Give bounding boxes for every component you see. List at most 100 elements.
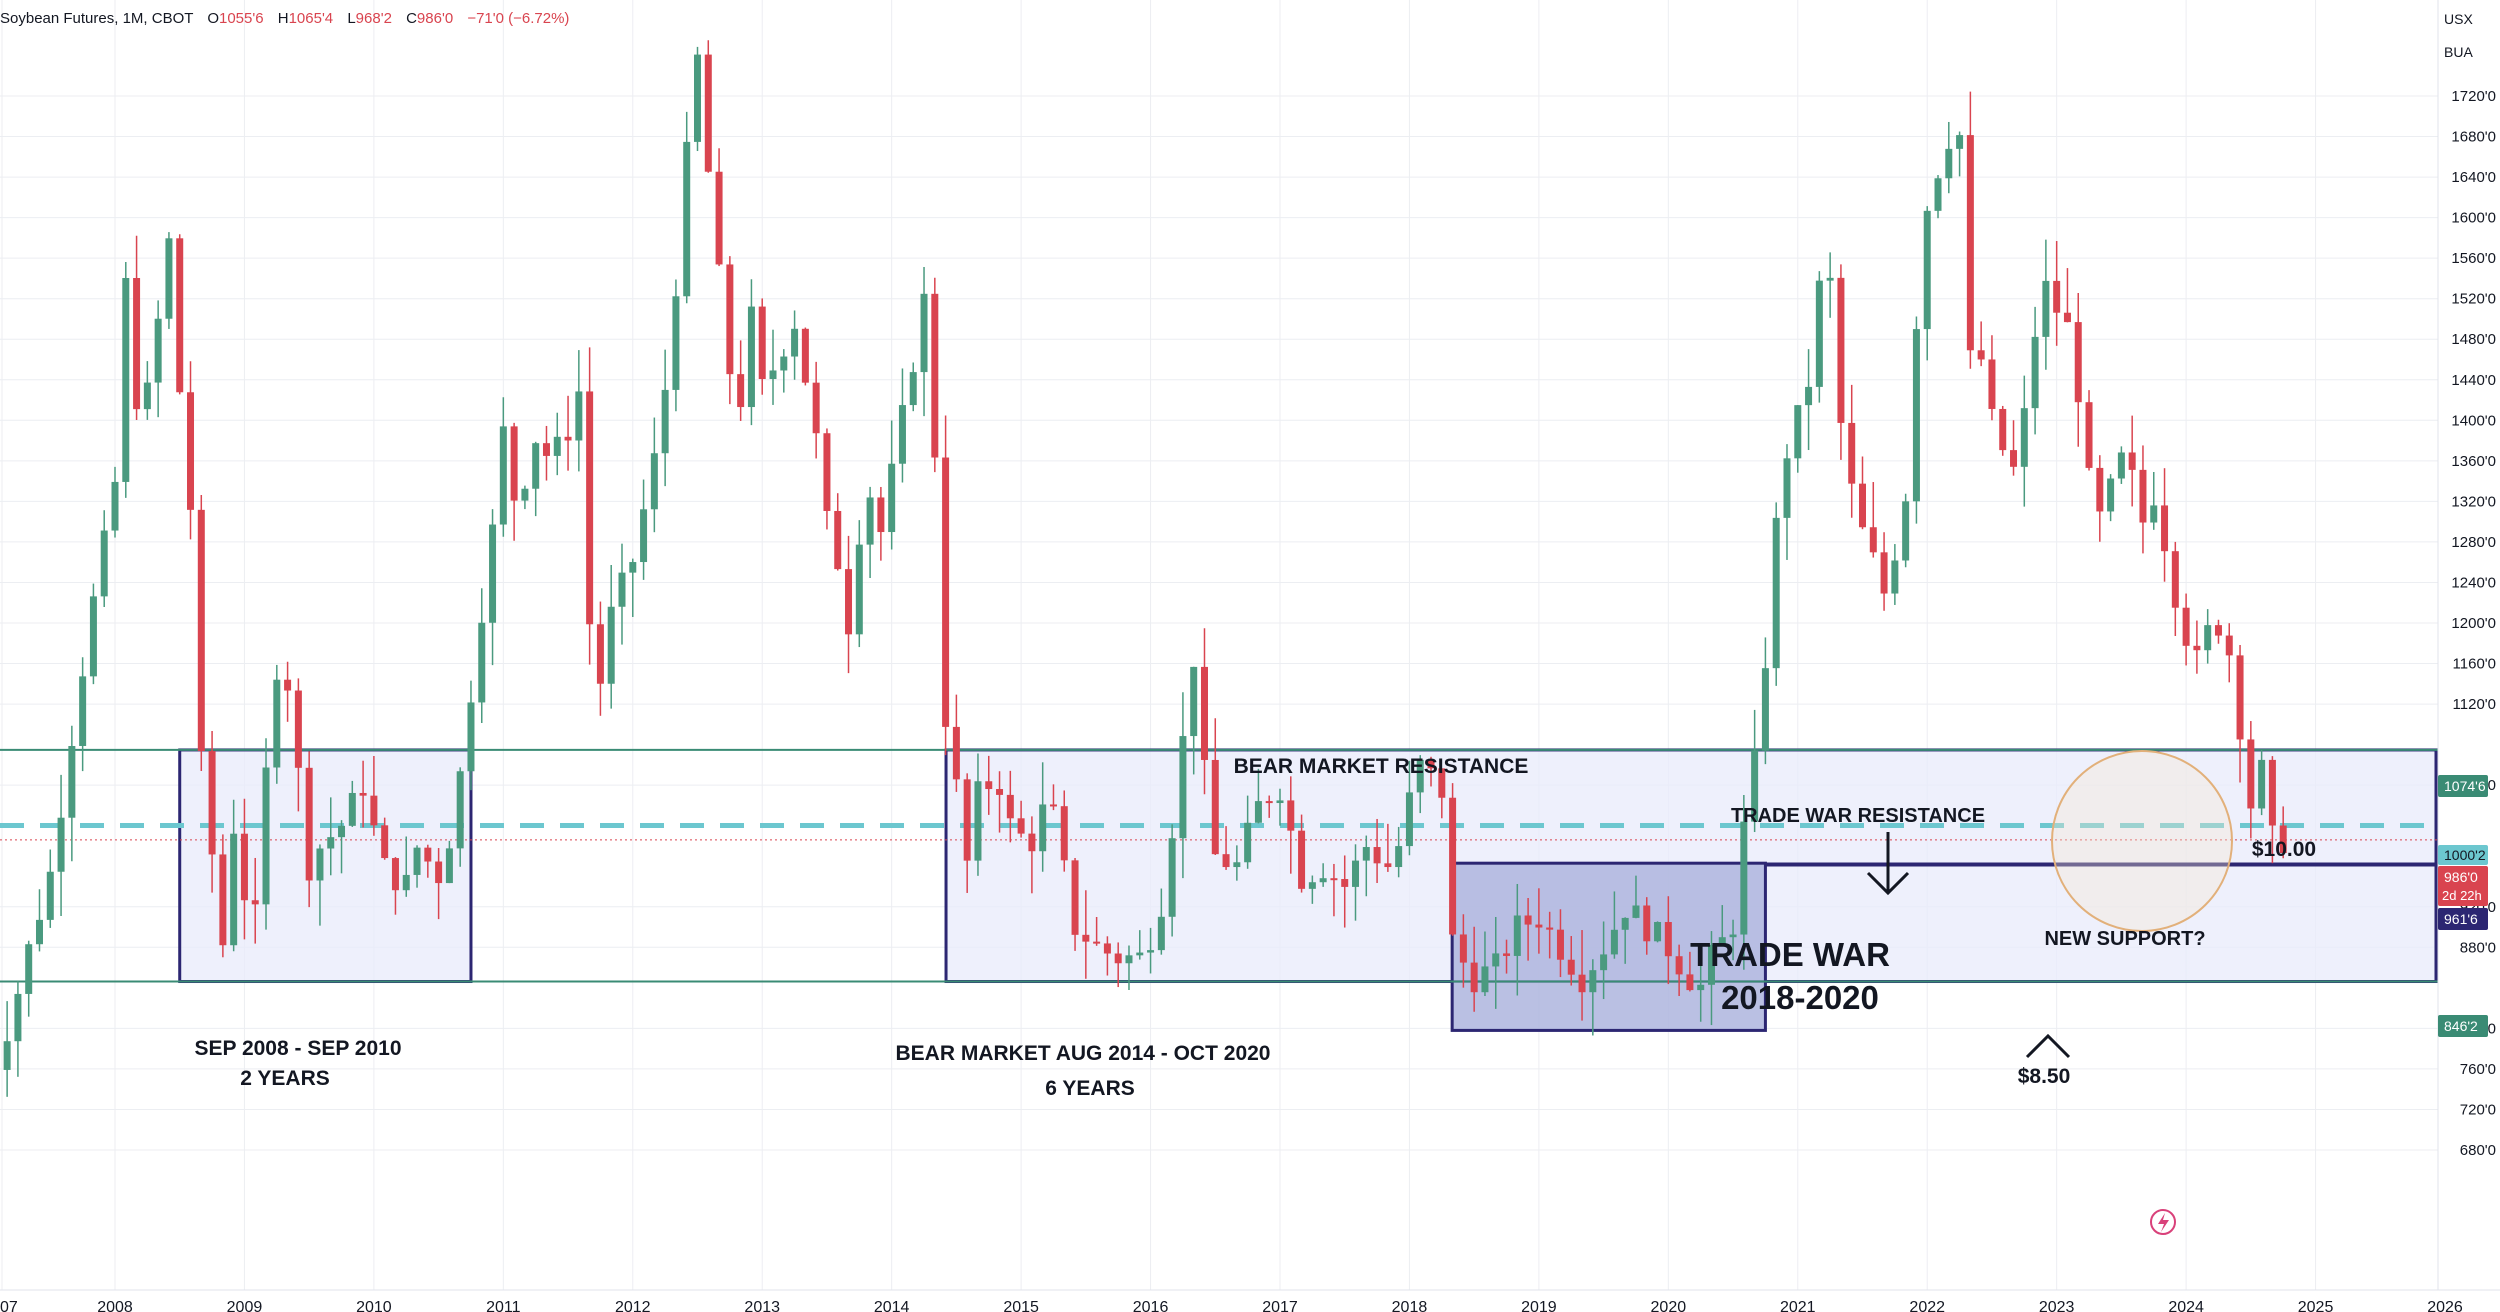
y-tick-label: 1720'0 xyxy=(2451,88,2496,105)
candle xyxy=(445,840,453,884)
candle xyxy=(1524,898,1532,961)
y-tick-label: 1680'0 xyxy=(2451,129,2496,146)
candle xyxy=(1891,544,1899,605)
candle-body xyxy=(133,278,141,410)
candle-body xyxy=(747,306,755,408)
candle-body xyxy=(1761,668,1769,751)
new-support-label: NEW SUPPORT? xyxy=(2044,928,2205,950)
candle xyxy=(1168,824,1176,937)
y-tick-label: 1560'0 xyxy=(2451,250,2496,267)
candle xyxy=(456,767,464,867)
candle-body xyxy=(586,391,594,625)
two-years-label: 2 YEARS xyxy=(240,1067,330,1090)
trade-war-years-label: 2018-2020 xyxy=(1721,979,1879,1016)
candle-body xyxy=(154,318,162,383)
currency-label[interactable]: USX xyxy=(2444,11,2473,27)
candle-body xyxy=(1405,792,1413,847)
candle-body xyxy=(952,726,960,780)
candle-body xyxy=(564,436,572,441)
candle xyxy=(1977,321,1985,367)
candle-body xyxy=(2268,759,2276,826)
candle-body xyxy=(845,569,853,635)
candle xyxy=(575,350,583,472)
candle-body xyxy=(1999,408,2007,451)
candle xyxy=(2096,455,2104,542)
y-tick-label: 1400'0 xyxy=(2451,412,2496,429)
candle xyxy=(338,820,346,874)
candle-body xyxy=(1567,959,1575,975)
candle xyxy=(650,417,658,533)
candle xyxy=(1103,936,1111,976)
candle xyxy=(1125,945,1133,990)
y-tick-label: 1440'0 xyxy=(2451,372,2496,389)
candle-body xyxy=(2214,625,2222,636)
candle-body xyxy=(89,596,97,677)
candle xyxy=(68,725,76,862)
candle-body xyxy=(1503,953,1511,956)
candle xyxy=(1276,788,1284,826)
bear-resistance-label: BEAR MARKET RESISTANCE xyxy=(1234,755,1529,778)
candle xyxy=(1805,349,1813,451)
candle xyxy=(985,755,993,815)
unit-label[interactable]: BUA xyxy=(2444,44,2473,60)
candle-body xyxy=(1395,846,1403,868)
candle-body xyxy=(445,848,453,884)
arrow-up-icon xyxy=(2025,1033,2071,1059)
candle xyxy=(478,588,486,724)
candle-body xyxy=(2074,322,2082,403)
candle-body xyxy=(1017,818,1025,834)
candle xyxy=(1147,927,1155,974)
candle xyxy=(1492,916,1500,1009)
time-axis[interactable]: 07 2008 2009 2010 2011 2012 2013 2014 2015 2016 20… xyxy=(0,1299,2463,1312)
candle-body xyxy=(1459,934,1467,963)
candle-body xyxy=(1071,860,1079,935)
candle xyxy=(542,425,550,481)
candle-body xyxy=(499,426,507,525)
candle-body xyxy=(542,443,550,456)
candle-body xyxy=(435,861,443,884)
candle-body xyxy=(1524,915,1532,925)
candle-body xyxy=(327,837,335,849)
candle xyxy=(1200,628,1208,795)
lightning-icon[interactable] xyxy=(2150,1209,2176,1235)
candle xyxy=(2204,609,2212,664)
candle xyxy=(607,565,615,709)
x-tick-label: 2024 xyxy=(2168,1299,2204,1312)
candle-body xyxy=(2020,408,2028,467)
candle xyxy=(251,857,259,944)
candle xyxy=(694,46,701,152)
candle-body xyxy=(618,572,626,607)
candle-body xyxy=(769,370,777,380)
annotation-boxes xyxy=(178,748,2438,1032)
candle-body xyxy=(1006,794,1014,819)
candle-body xyxy=(2010,450,2018,467)
candle-body xyxy=(683,141,691,297)
candle xyxy=(435,848,443,920)
candle xyxy=(920,266,928,417)
x-tick-label: 2008 xyxy=(97,1299,133,1312)
candle-body xyxy=(2096,467,2104,512)
candle xyxy=(2193,620,2201,674)
candle xyxy=(1222,826,1230,870)
candle-body xyxy=(1535,924,1543,928)
candle-body xyxy=(1826,277,1834,281)
x-tick-label: 2017 xyxy=(1262,1299,1298,1312)
candle-body xyxy=(996,789,1004,795)
candle xyxy=(46,849,54,928)
candle-body xyxy=(801,328,809,383)
candle xyxy=(1405,760,1413,856)
price-scale[interactable]: 1720'0 1680'0 1640'0 1600'0 1560'0 1520'0 1480… xyxy=(2451,88,2496,1159)
candle xyxy=(1600,921,1608,1000)
candle-body xyxy=(1880,552,1888,594)
x-tick-label: 2014 xyxy=(874,1299,910,1312)
candle-body xyxy=(25,944,33,994)
candle-body xyxy=(68,746,76,818)
candle xyxy=(791,310,799,380)
candle-body xyxy=(122,278,130,482)
six-years-label: 6 YEARS xyxy=(1045,1077,1135,1100)
candle xyxy=(1244,795,1252,869)
candle xyxy=(1589,959,1597,1036)
candle-body xyxy=(1298,830,1306,889)
svg-text:961'6: 961'6 xyxy=(2444,911,2478,927)
